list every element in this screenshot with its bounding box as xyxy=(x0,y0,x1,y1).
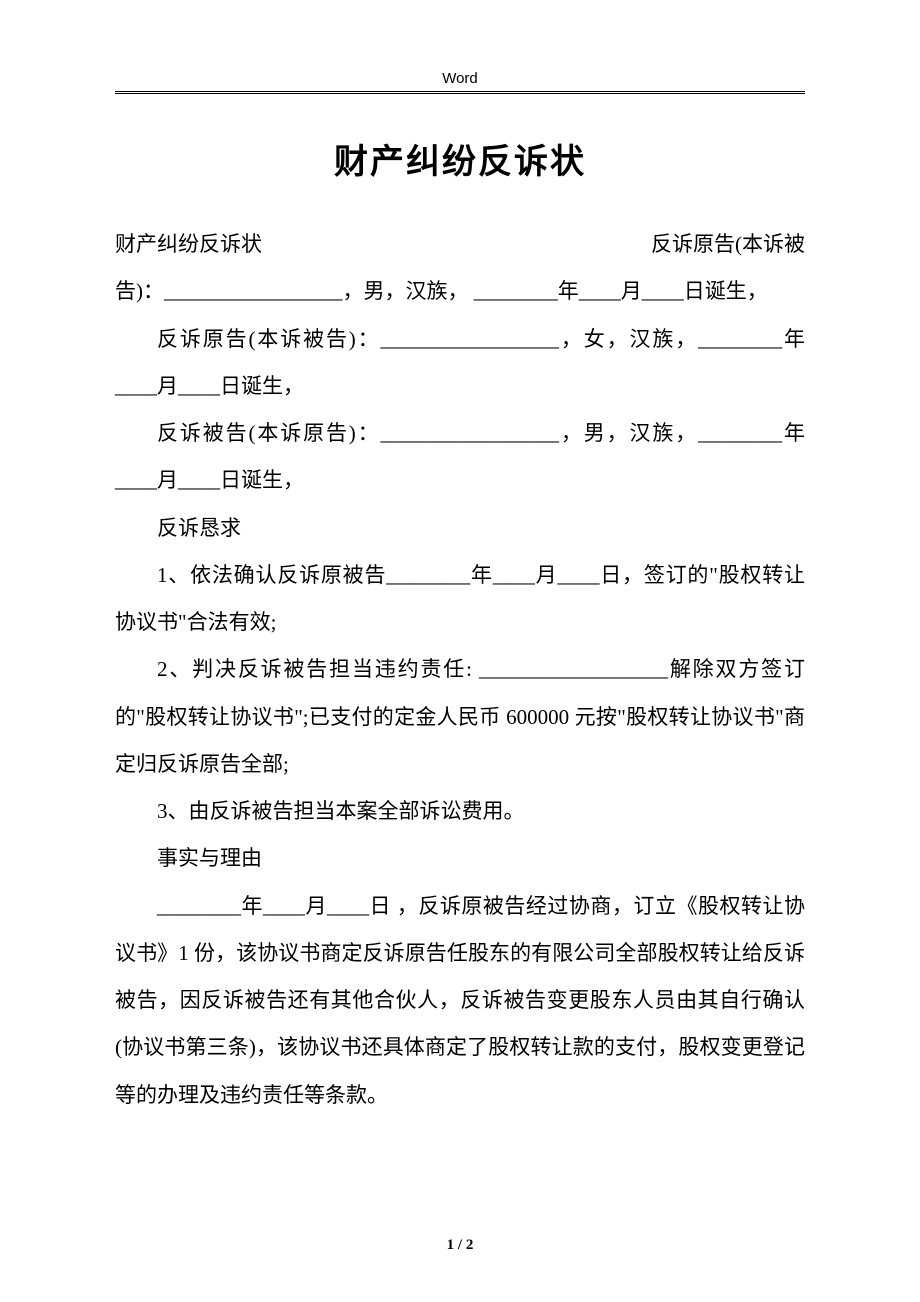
doc-title: 财产纠纷反诉状 xyxy=(115,134,805,183)
line-5: 1、依法确认反诉原被告________年____月____日，签订的"股权转让协… xyxy=(115,552,805,647)
line-1: 告)：_________________，男，汉族， ________年____… xyxy=(115,268,805,315)
line-0: 财产纠纷反诉状 反诉原告(本诉被 xyxy=(115,221,805,268)
line-3: 反诉被告(本诉原告)：_________________，男，汉族，______… xyxy=(115,410,805,505)
line-0b: 反诉原告(本诉被 xyxy=(651,221,805,268)
line-4: 反诉恳求 xyxy=(115,505,805,552)
line-2: 反诉原告(本诉被告)：_________________，女，汉族，______… xyxy=(115,316,805,411)
line-7: 3、由反诉被告担当本案全部诉讼费用。 xyxy=(115,788,805,835)
doc-body: 财产纠纷反诉状 反诉原告(本诉被 告)：_________________，男，… xyxy=(115,221,805,1119)
line-9: ________年____月____日 ，反诉原被告经过协商，订立《股权转让协议… xyxy=(115,883,805,1119)
page-number: 1 / 2 xyxy=(0,1237,920,1254)
header-rule-thin xyxy=(115,93,805,94)
line-0a: 财产纠纷反诉状 xyxy=(115,221,262,268)
header-rule-thick xyxy=(115,91,805,92)
header-app-label: Word xyxy=(115,70,805,87)
document-page: Word 财产纠纷反诉状 财产纠纷反诉状 反诉原告(本诉被 告)：_______… xyxy=(0,0,920,1159)
line-6: 2、判决反诉被告担当违约责任: __________________解除双方签订… xyxy=(115,646,805,788)
line-8: 事实与理由 xyxy=(115,835,805,882)
